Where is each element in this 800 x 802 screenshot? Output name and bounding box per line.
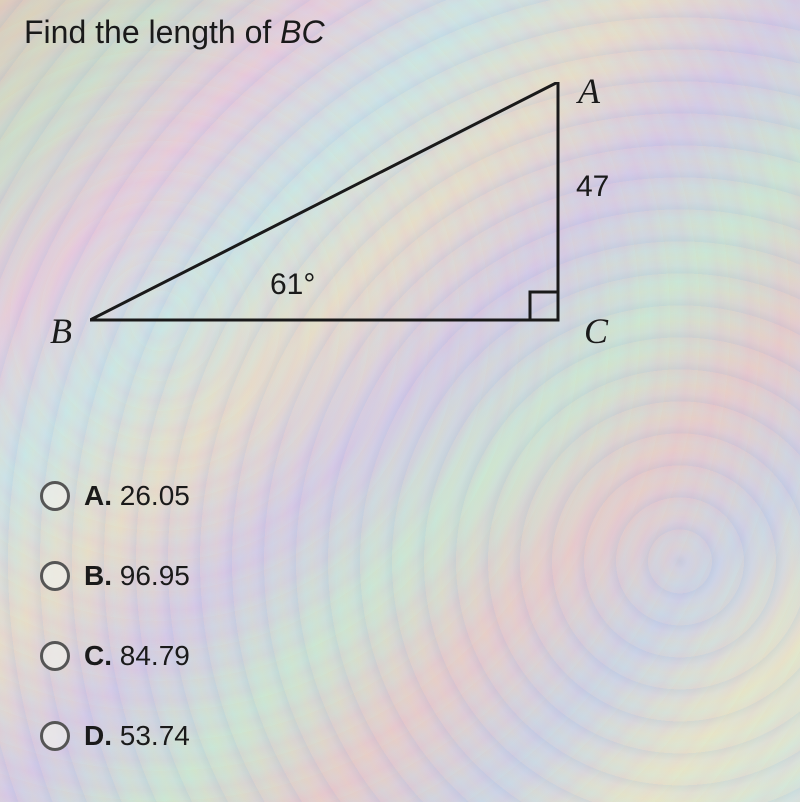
option-b[interactable]: B. 96.95 bbox=[40, 560, 190, 592]
option-d-text: D. 53.74 bbox=[84, 720, 190, 752]
question-prefix: Find the length of bbox=[24, 14, 280, 50]
radio-icon bbox=[40, 481, 70, 511]
option-c-text: C. 84.79 bbox=[84, 640, 190, 672]
side-ac-label: 47 bbox=[576, 170, 609, 204]
vertex-c-label: C bbox=[584, 310, 608, 352]
angle-b-label: 61° bbox=[270, 268, 315, 302]
right-angle-marker bbox=[530, 292, 558, 320]
triangle-shape bbox=[90, 82, 558, 320]
vertex-b-label: B bbox=[50, 310, 72, 352]
triangle-svg bbox=[90, 82, 630, 362]
answer-options: A. 26.05 B. 96.95 C. 84.79 D. 53.74 bbox=[40, 480, 190, 800]
radio-icon bbox=[40, 561, 70, 591]
question-text: Find the length of BC bbox=[24, 14, 325, 51]
question-target: BC bbox=[280, 14, 324, 50]
option-c[interactable]: C. 84.79 bbox=[40, 640, 190, 672]
vertex-a-label: A bbox=[578, 70, 600, 112]
option-d[interactable]: D. 53.74 bbox=[40, 720, 190, 752]
option-a-text: A. 26.05 bbox=[84, 480, 190, 512]
radio-icon bbox=[40, 641, 70, 671]
option-a[interactable]: A. 26.05 bbox=[40, 480, 190, 512]
radio-icon bbox=[40, 721, 70, 751]
triangle-diagram: A B C 47 61° bbox=[90, 82, 630, 382]
option-b-text: B. 96.95 bbox=[84, 560, 190, 592]
